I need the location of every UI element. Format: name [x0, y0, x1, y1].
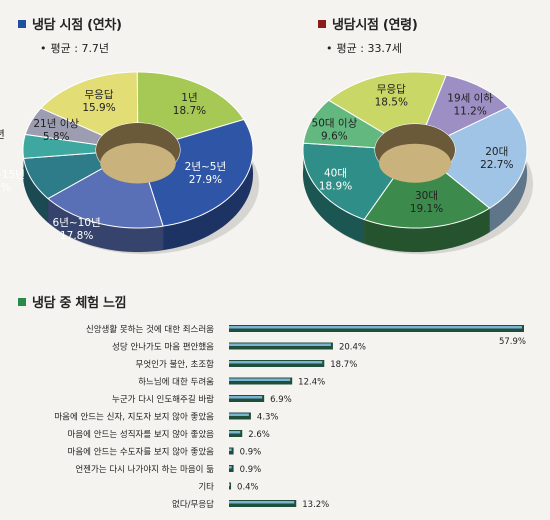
- bar-value-label: 0.9%: [240, 448, 262, 458]
- bar-value-label: 6.9%: [270, 395, 292, 405]
- donut-value-0: 18.5%: [375, 96, 408, 108]
- bar-category-label: 성당 안나가도 마음 편안했음: [112, 342, 214, 353]
- donut-label-1: 1년: [181, 92, 197, 104]
- bar-value-label: 18.7%: [330, 360, 357, 370]
- right-chart-average: • 평균 : 33.7세: [326, 40, 402, 56]
- donut-label-6: 21년 이상: [33, 118, 79, 130]
- left-chart-title: 냉담 시점 (연차): [32, 18, 122, 33]
- bar-value-label: 0.4%: [237, 483, 259, 493]
- bar: [229, 377, 293, 385]
- bullet-dot-icon: •: [326, 42, 333, 55]
- bar: [229, 447, 234, 455]
- donut-label-4: 11년~15년: [0, 169, 25, 181]
- right-average-text: 평균 : 33.7세: [336, 42, 403, 55]
- donut-value-3: 19.1%: [410, 203, 443, 215]
- bar-category-label: 마음에 안드는 성직자를 보지 않아 좋았음: [68, 429, 215, 440]
- left-chart-header: 냉담 시점 (연차): [18, 14, 122, 33]
- bar-category-label: 기타: [198, 483, 214, 493]
- bar-category-label: 마음에 안드는 수도자를 보지 않아 좋았음: [68, 447, 215, 458]
- donut-label-5: 50대 이상: [312, 118, 358, 130]
- bar: [229, 430, 243, 437]
- bar-category-label: 마음에 안드는 신자, 지도자 보지 않아 좋았음: [54, 412, 214, 423]
- bar-category-label: 하느님에 대한 두려움: [138, 377, 214, 388]
- bullet-dot-icon: •: [40, 42, 47, 55]
- right-chart-title: 냉담시점 (연령): [332, 18, 418, 33]
- bar-category-label: 언젠가는 다시 나가야지 하는 마음이 듦: [75, 464, 214, 475]
- donut-label-4: 40대: [324, 167, 347, 179]
- bar: [229, 465, 234, 472]
- donut-value-5: 9.6%: [321, 131, 348, 143]
- bottom-chart-header: 냉담 중 체험 느낌: [18, 292, 127, 311]
- donut-value-1: 11.2%: [453, 106, 486, 118]
- donut-value-2: 22.7%: [480, 159, 513, 171]
- bar-category-label: 누군가 다시 인도해주길 바람: [112, 394, 214, 405]
- donut-label-1: 19세 이하: [447, 92, 493, 105]
- bar-category-label: 신앙생활 못하는 것에 대한 죄스러움: [86, 324, 214, 335]
- bottom-chart-title: 냉담 중 체험 느낌: [32, 296, 127, 311]
- square-bullet-icon: [318, 19, 326, 28]
- donut-value-4: 18.9%: [319, 180, 352, 192]
- bar-value-label: 0.9%: [240, 465, 262, 475]
- donut-label-3: 6년~10년: [53, 217, 101, 229]
- donut-value-0: 15.9%: [82, 102, 115, 114]
- bar-category-label: 없다/무응답: [172, 499, 214, 510]
- bar-chart-feelings: 신앙생활 못하는 것에 대한 죄스러움 57.9% 성당 안나가도 마음 편안했음 2…: [54, 324, 526, 510]
- bar: [229, 482, 232, 490]
- donut-label-5: 16년~20년: [0, 129, 5, 141]
- square-bullet-icon: [18, 297, 26, 306]
- donut-label-2: 20대: [485, 146, 508, 158]
- bar: [229, 395, 265, 402]
- bar-value-label: 13.2%: [302, 500, 329, 510]
- donut-label-0: 무응답: [85, 89, 114, 101]
- bar-category-label: 무엇인가 불안, 초조함: [136, 359, 215, 370]
- bar: [229, 412, 251, 420]
- bar-value-label: 20.4%: [339, 343, 366, 353]
- bar: [229, 360, 325, 367]
- bar: [229, 325, 524, 332]
- bar-value-label: 57.9%: [499, 337, 526, 347]
- bar-value-label: 2.6%: [248, 430, 270, 440]
- bar-value-label: 12.4%: [298, 378, 325, 388]
- donut-label-0: 무응답: [377, 83, 406, 95]
- donut-value-2: 27.9%: [189, 174, 222, 186]
- donut-value-4: 9.0%: [0, 182, 11, 194]
- bar: [229, 342, 333, 350]
- left-average-text: 평균 : 7.7년: [50, 42, 110, 55]
- donut-label-3: 30대: [415, 190, 438, 202]
- bar: [229, 500, 297, 507]
- left-chart-average: • 평균 : 7.7년: [40, 40, 109, 56]
- right-chart-header: 냉담시점 (연령): [318, 14, 418, 33]
- donut-label-2: 2년~5년: [185, 161, 226, 173]
- donut-value-6: 5.8%: [43, 131, 70, 143]
- square-bullet-icon: [18, 19, 26, 28]
- donut-value-3: 17.8%: [60, 230, 93, 242]
- donut-value-1: 18.7%: [173, 105, 206, 117]
- bar-value-label: 4.3%: [257, 413, 279, 423]
